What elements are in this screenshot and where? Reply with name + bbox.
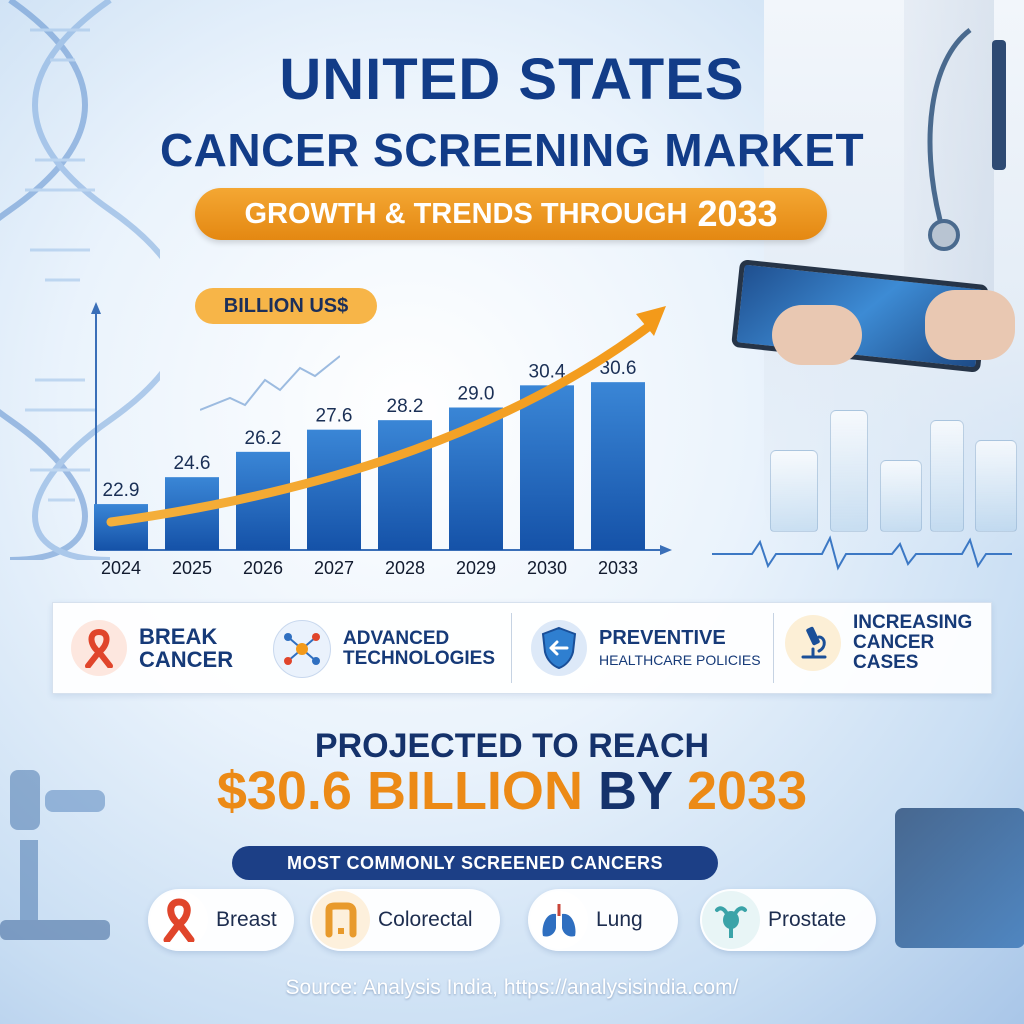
trend-arrow — [106, 319, 657, 527]
unit-label: BILLION US$ — [195, 288, 377, 324]
x-tick-label: 2024 — [101, 558, 141, 578]
divider — [773, 613, 774, 683]
bar-value-label: 30.6 — [600, 358, 637, 379]
x-tick-label: 2033 — [598, 558, 638, 578]
driver-increasing-cases: INCREASING CANCER CASES — [785, 613, 972, 673]
cancer-label: Colorectal — [378, 908, 473, 931]
x-tick-label: 2029 — [456, 558, 496, 578]
lab-bottle — [975, 440, 1017, 532]
cancer-label: Breast — [216, 908, 277, 931]
bar-value-label: 28.2 — [387, 396, 424, 417]
cancer-card-lung: Lung — [528, 889, 678, 951]
driver-preventive-policies: PREVENTIVE HEALTHCARE POLICIES — [531, 620, 761, 676]
x-tick-label: 2030 — [527, 558, 567, 578]
driver-line: CANCER — [853, 631, 935, 653]
projection-value: $30.6 BILLION BY 2033 — [0, 760, 1024, 822]
shield-icon — [531, 620, 587, 676]
x-tick-label: 2026 — [243, 558, 283, 578]
colon-icon — [312, 891, 370, 949]
hand-right — [925, 290, 1015, 360]
lab-tube — [930, 420, 964, 532]
prostate-icon — [702, 891, 760, 949]
cancer-card-breast: Breast — [148, 889, 294, 951]
y-axis-arrowhead — [91, 302, 101, 314]
driver-line: PREVENTIVE — [599, 627, 726, 650]
bar-value-label: 27.6 — [316, 406, 353, 427]
lungs-icon — [530, 891, 588, 949]
trend-arrowhead — [636, 306, 666, 336]
lab-bottle — [770, 450, 818, 532]
bar-value-label: 29.0 — [458, 384, 495, 405]
ribbon-icon — [71, 620, 127, 676]
ecg-line-decoration — [712, 535, 1012, 571]
microscope-decoration — [0, 770, 110, 940]
divider — [511, 613, 512, 683]
lab-beaker — [880, 460, 922, 532]
projection-by: BY — [597, 761, 672, 821]
hand-left — [772, 305, 862, 365]
tie-decoration — [992, 40, 1006, 170]
lab-tube — [830, 410, 868, 532]
bar-value-label: 22.9 — [103, 480, 140, 501]
cancer-card-prostate: Prostate — [700, 889, 876, 951]
bar-2028 — [378, 420, 432, 550]
subtitle-text: GROWTH & TRENDS THROUGH — [244, 197, 688, 230]
driver-line: INCREASING — [853, 612, 973, 633]
title-line-2: CANCER SCREENING MARKET — [159, 124, 865, 176]
bar-2024 — [94, 504, 148, 550]
microscope-icon — [785, 614, 841, 671]
cancer-label: Prostate — [768, 908, 847, 931]
driver-line: ADVANCED — [343, 628, 450, 650]
subtitle-year: 2033 — [697, 193, 778, 234]
market-drivers-panel: BREAK CANCER ADVANCED TECHNOLOGIES PREVE… — [52, 602, 992, 694]
stethoscope-icon — [927, 28, 972, 251]
projection-amount: $30.6 BILLION — [216, 761, 583, 821]
projection-heading: PROJECTED TO REACH — [314, 727, 710, 765]
monitor-decoration — [895, 808, 1024, 948]
x-axis-arrowhead — [660, 545, 672, 555]
x-tick-label: 2025 — [172, 558, 212, 578]
x-tick-label: 2027 — [314, 558, 354, 578]
driver-line: TECHNOLOGIES — [343, 648, 496, 669]
driver-advanced-technologies: ADVANCED TECHNOLOGIES — [273, 620, 495, 678]
projection-year: 2033 — [687, 761, 808, 821]
driver-line: CASES — [853, 651, 919, 673]
cancer-card-colorectal: Colorectal — [310, 889, 500, 951]
driver-break-cancer: BREAK CANCER — [71, 620, 233, 676]
x-tick-label: 2028 — [385, 558, 425, 578]
source-citation: Source: Analysis India, https://analysis… — [285, 976, 739, 999]
driver-line: HEALTHCARE POLICIES — [599, 652, 761, 669]
market-bar-chart: 22.9 2024 24.6 2025 26.2 2026 27.6 2027 28.2 2028… — [91, 302, 672, 578]
bar-2030 — [520, 385, 574, 550]
common-cancers-title: MOST COMMONLY SCREENED CANCERS — [232, 846, 718, 880]
bar-value-label: 24.6 — [174, 453, 211, 474]
bar-2027 — [307, 429, 361, 550]
trend-line-decoration — [200, 355, 340, 411]
title-line-1: UNITED STATES — [279, 47, 745, 112]
bar-value-label: 26.2 — [245, 428, 282, 449]
driver-line: CANCER — [139, 647, 234, 672]
cancer-label: Lung — [596, 908, 643, 931]
network-icon — [273, 620, 331, 678]
dna-helix-decoration — [0, 0, 160, 560]
driver-line: BREAK — [139, 623, 218, 649]
bar-2033 — [591, 382, 645, 550]
subtitle-banner: GROWTH & TRENDS THROUGH 2033 — [195, 188, 827, 240]
bar-value-label: 30.4 — [529, 361, 566, 382]
ribbon-icon — [150, 891, 208, 949]
